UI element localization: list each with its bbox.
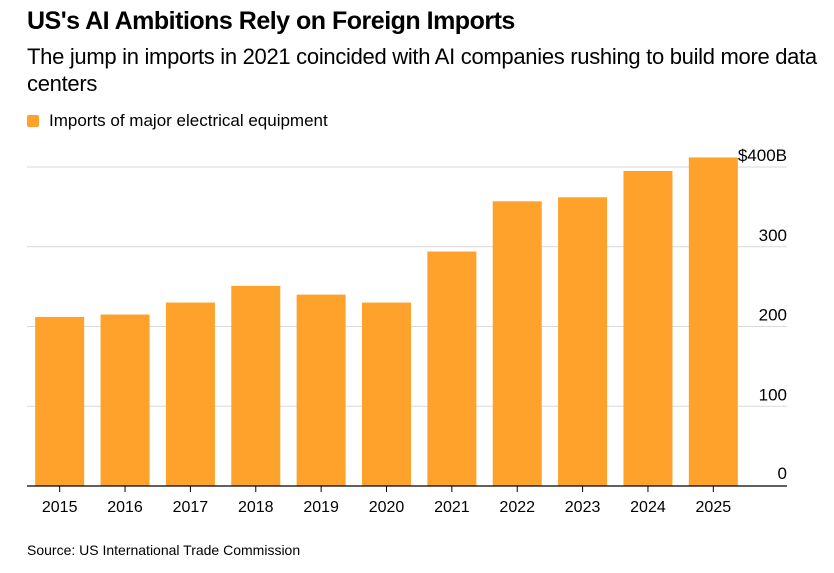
bar-2022 [492,201,542,487]
bar-2021 [427,251,477,486]
x-tick-label: 2015 [42,499,78,516]
bars [35,157,738,487]
axes: 0 100 200 300 $400B 2015 2016 2017 2018 2019 2020 2… [27,146,787,516]
x-tick-label: 2019 [303,499,339,516]
x-tick-label: 2022 [499,499,535,516]
x-tick-label: 2018 [238,499,274,516]
bar-2016 [100,314,150,486]
bar-2023 [558,197,608,486]
y-tick-label: $400B [738,146,787,165]
x-tick-label: 2021 [434,499,470,516]
x-tick-label: 2024 [630,499,666,516]
y-tick-label: 200 [759,306,787,325]
y-tick-label: 300 [759,226,787,245]
y-tick-label: 0 [778,464,787,483]
y-tick-label: 100 [759,385,787,404]
chart-subtitle: The jump in imports in 2021 coincided wi… [27,44,817,96]
x-tick-label: 2023 [565,499,601,516]
bar-2018 [231,285,281,486]
bar-2024 [623,170,673,487]
bar-2015 [35,316,85,486]
x-tick-label: 2020 [369,499,405,516]
legend-label: Imports of major electrical equipment [49,111,328,130]
bar-2020 [362,302,411,486]
source-note: Source: US International Trade Commissio… [27,542,301,558]
legend-swatch [27,115,39,127]
bar-2019 [296,294,346,486]
bar-2025 [688,157,738,486]
x-tick-label: 2016 [107,499,143,516]
chart-title: US's AI Ambitions Rely on Foreign Import… [27,7,515,35]
bar-2017 [165,302,215,486]
legend: Imports of major electrical equipment [27,111,328,131]
x-tick-label: 2017 [173,499,209,516]
x-tick-label: 2025 [696,499,732,516]
